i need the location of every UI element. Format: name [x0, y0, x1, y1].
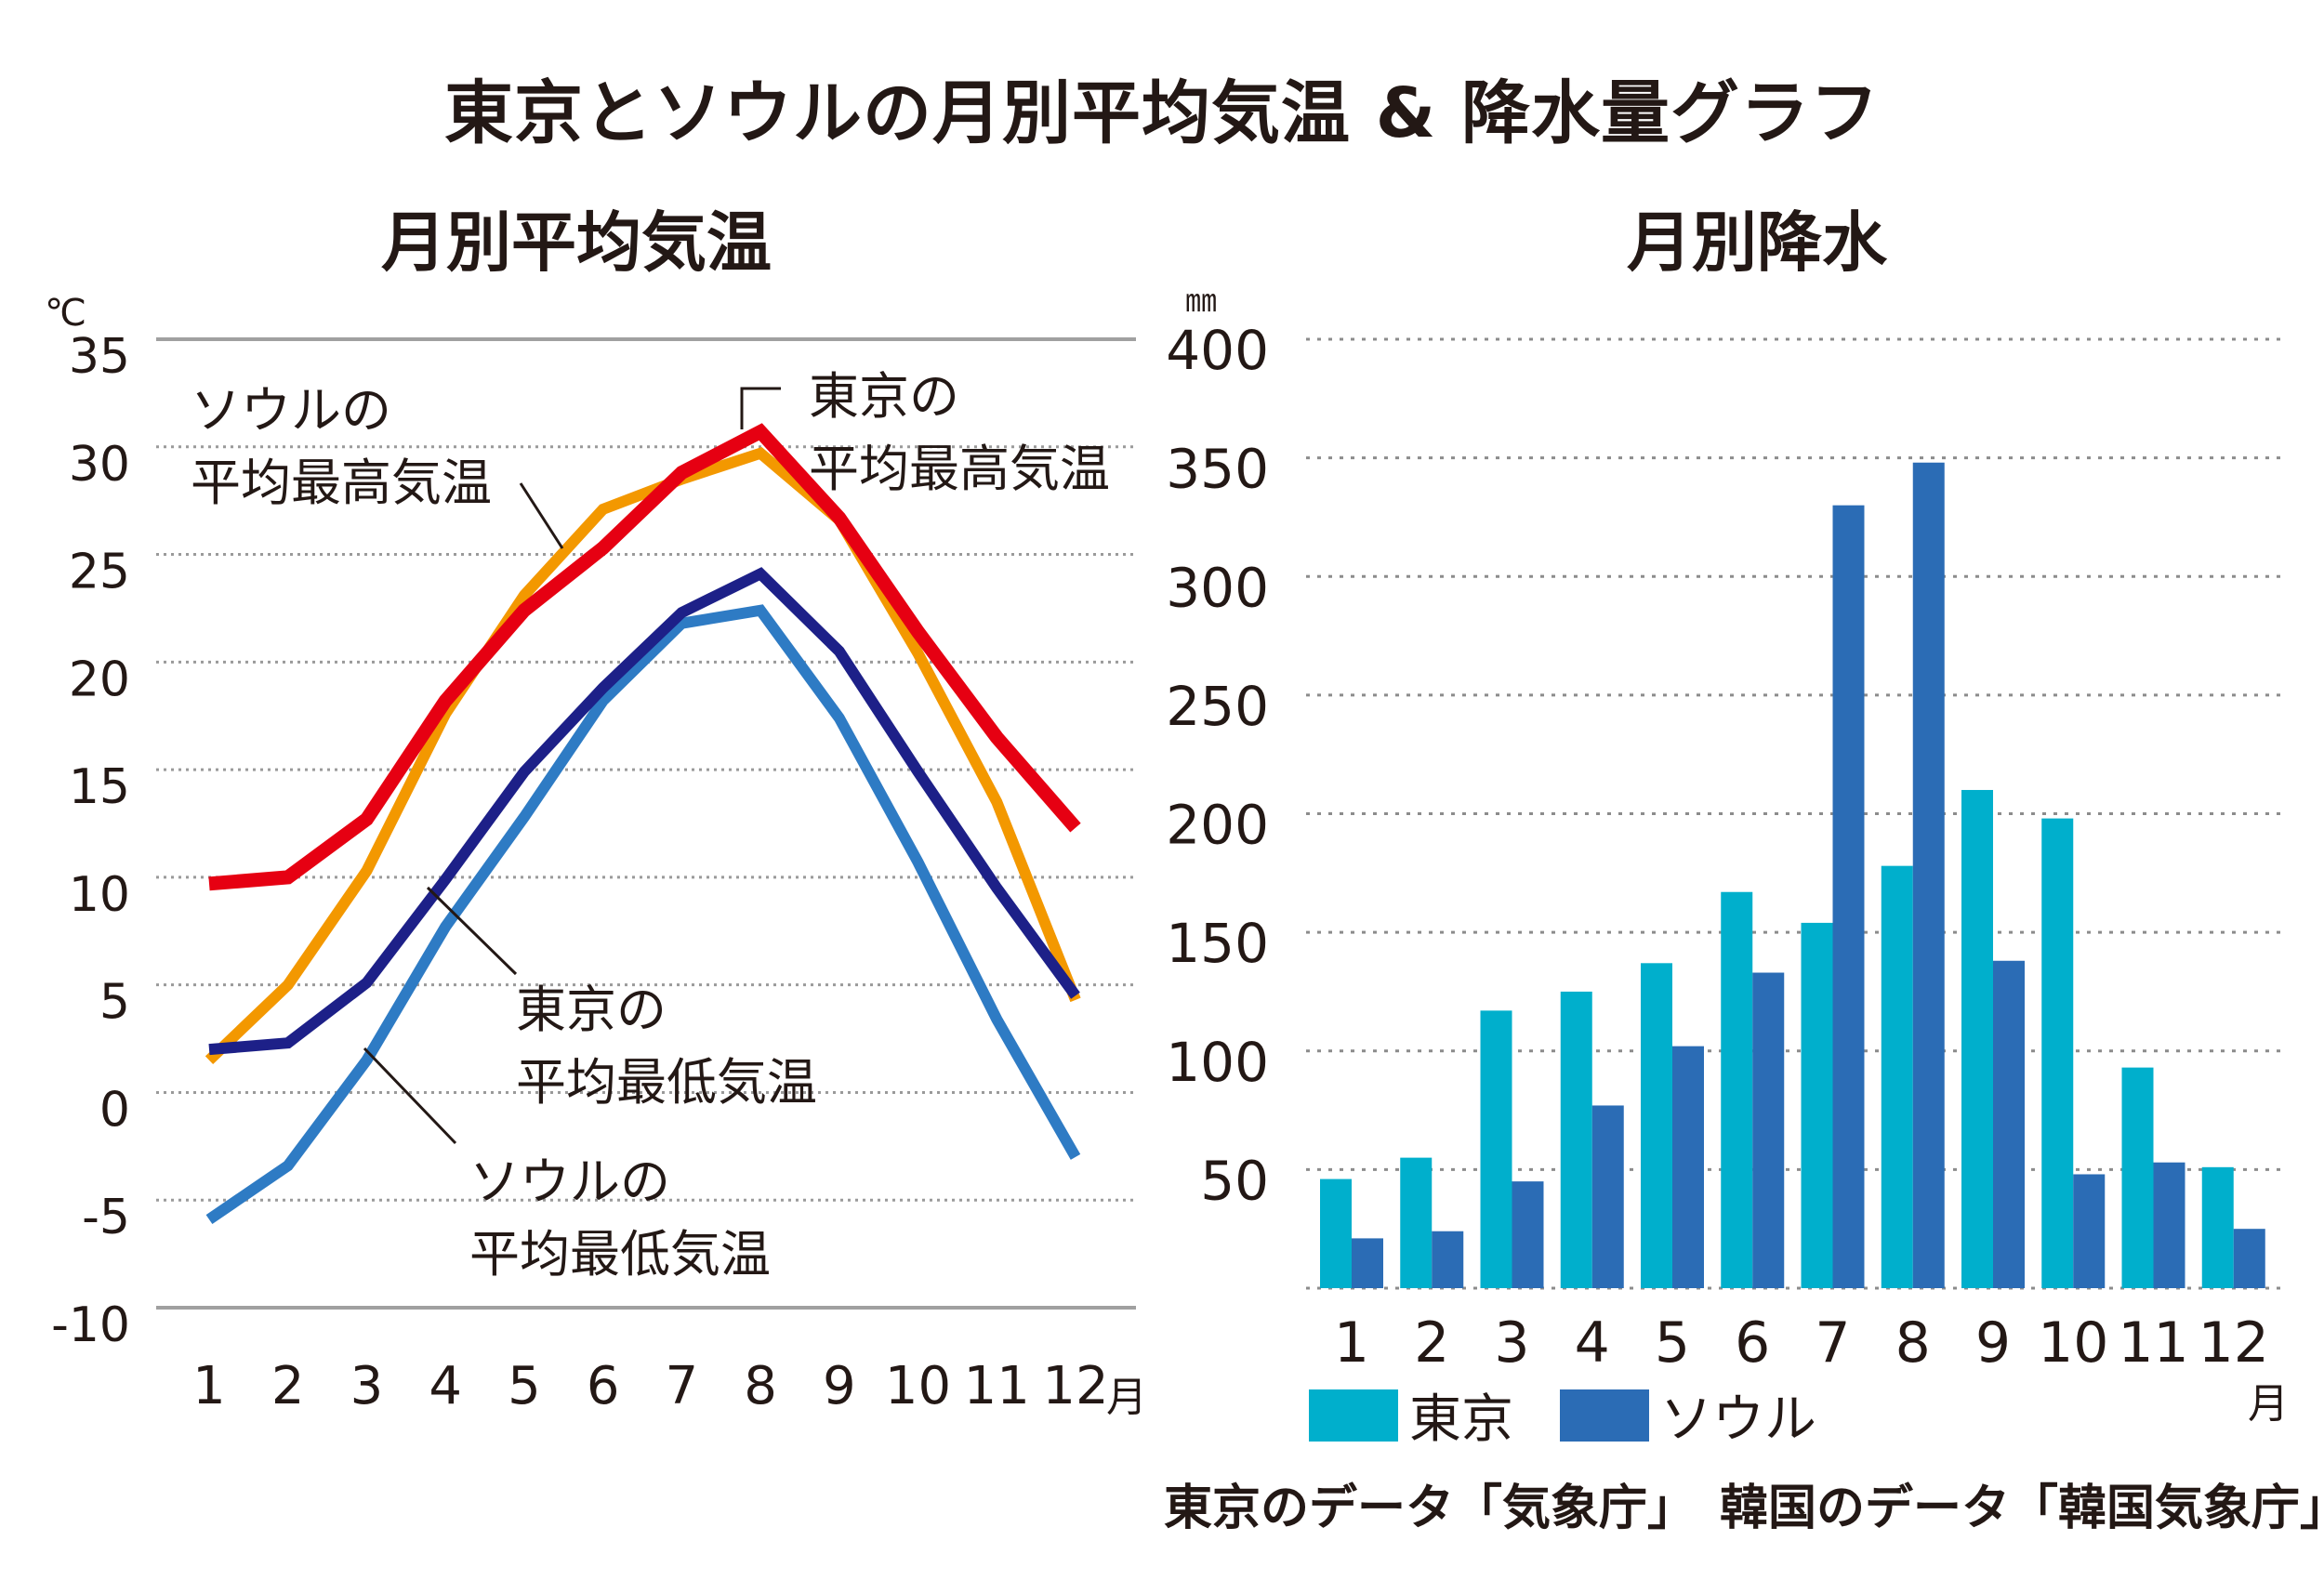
legend-label-seoul: ソウル — [1660, 1389, 1816, 1450]
temp-y-tick: 20 — [69, 652, 130, 707]
temp-series-label: ソウルの — [191, 381, 391, 440]
temp-series-label: 東京の — [809, 367, 959, 426]
rain-bar-tokyo — [1961, 789, 1993, 1288]
rain-bar-tokyo — [1721, 891, 1753, 1288]
temp-series-line — [208, 567, 1080, 1056]
temp-x-tick: 12 — [1042, 1356, 1108, 1416]
annotation-leader-line — [740, 387, 781, 429]
rain-x-tick: 1 — [1334, 1310, 1369, 1376]
rain-bar-seoul — [1672, 1046, 1704, 1288]
annotation-leader-line — [363, 1047, 457, 1145]
rain-bar-tokyo — [2121, 1067, 2154, 1288]
temp-series-label: 平均最高気温 — [191, 454, 492, 512]
rain-bar-tokyo — [1560, 991, 1592, 1288]
rain-x-tick: 8 — [1895, 1310, 1931, 1376]
temp-series-label: 平均最低気温 — [516, 1053, 817, 1112]
rain-bar-tokyo — [1320, 1178, 1352, 1288]
temp-y-tick: 10 — [69, 867, 130, 923]
source-note: 東京のデータ「気象庁」 韓国のデータ「韓国気象庁」 — [1164, 1481, 2324, 1536]
temp-y-tick: 30 — [69, 437, 130, 493]
rain-x-tick: 4 — [1575, 1310, 1610, 1376]
temp-x-tick: 9 — [823, 1356, 856, 1416]
rain-x-tick: 9 — [1975, 1310, 2011, 1376]
rain-bar-seoul — [1512, 1181, 1544, 1288]
temp-x-tick: 11 — [964, 1356, 1030, 1416]
rain-y-tick: 300 — [1166, 556, 1269, 619]
temp-series-label: 平均最高気温 — [809, 440, 1110, 498]
rain-x-tick: 6 — [1735, 1310, 1770, 1376]
rain-bar-tokyo — [1400, 1157, 1433, 1288]
temp-series-label: 東京の — [516, 981, 667, 1039]
legend-label-tokyo: 東京 — [1409, 1389, 1513, 1450]
rain-x-tick: 11 — [2118, 1310, 2188, 1376]
temp-x-tick: 7 — [666, 1356, 699, 1416]
rain-y-tick: 50 — [1200, 1149, 1269, 1212]
legend-swatch-tokyo — [1309, 1389, 1398, 1442]
temp-x-unit: 月 — [1106, 1374, 1147, 1421]
main-title: 東京とソウルの月別平均気温 & 降水量グラフ — [443, 73, 1881, 153]
temp-y-unit: ℃ — [45, 292, 86, 335]
rain-x-tick: 7 — [1815, 1310, 1850, 1376]
temp-y-tick: -10 — [51, 1297, 130, 1353]
rain-x-unit: 月 — [2248, 1380, 2289, 1428]
temp-y-tick: 15 — [69, 759, 130, 815]
temp-x-tick: 3 — [350, 1356, 384, 1416]
rain-bar-tokyo — [1801, 922, 1833, 1288]
rain-bar-seoul — [1832, 505, 1865, 1288]
rain-x-tick: 3 — [1494, 1310, 1529, 1376]
temp-series-label: 平均最低気温 — [469, 1225, 771, 1284]
rain-bar-tokyo — [2041, 818, 2074, 1288]
rain-y-tick: 200 — [1166, 794, 1269, 857]
rain-bar-seoul — [2153, 1162, 2185, 1288]
rain-bar-tokyo — [1881, 865, 1913, 1288]
rain-bar-tokyo — [2201, 1166, 2234, 1288]
rain-bar-seoul — [1912, 462, 1945, 1289]
rain-bar-seoul — [2073, 1174, 2106, 1288]
rain-x-tick: 10 — [2038, 1310, 2108, 1376]
rain-y-unit: ㎜ — [1185, 283, 1217, 320]
temp-y-tick: 25 — [69, 545, 130, 600]
temp-x-tick: 6 — [587, 1356, 620, 1416]
annotation-leader-line — [426, 886, 518, 976]
temp-y-tick: 5 — [99, 975, 130, 1031]
temp-series-line — [205, 446, 1081, 1065]
rain-y-tick: 250 — [1166, 675, 1269, 738]
rain-bar-seoul — [2233, 1229, 2265, 1288]
temp-series-line — [205, 604, 1081, 1225]
temp-y-tick: 0 — [99, 1082, 130, 1138]
temp-series-line — [208, 423, 1081, 891]
temp-x-tick: 5 — [508, 1356, 541, 1416]
annotation-leader-line — [519, 482, 564, 549]
rain-y-tick: 150 — [1166, 912, 1269, 975]
temp-x-tick: 4 — [429, 1356, 462, 1416]
rain-y-tick: 100 — [1166, 1031, 1269, 1094]
rain-bar-tokyo — [1641, 963, 1672, 1288]
rain-bar-seoul — [1752, 972, 1785, 1288]
rain-chart-title: 月別降水 — [1627, 204, 1887, 281]
rain-bar-seoul — [1352, 1238, 1383, 1288]
rain-bar-tokyo — [1480, 1010, 1512, 1288]
temp-y-tick: -5 — [82, 1190, 130, 1245]
temp-x-tick: 8 — [744, 1356, 777, 1416]
rain-bar-seoul — [1591, 1105, 1624, 1288]
rain-x-tick: 12 — [2199, 1310, 2269, 1376]
rain-legend: 東京 ソウル — [1309, 1377, 1816, 1453]
temp-chart-title: 月別平均気温 — [381, 204, 772, 281]
rain-y-tick: 350 — [1166, 438, 1269, 501]
rain-bar-seoul — [1993, 960, 2025, 1288]
rain-y-tick: 400 — [1166, 319, 1269, 382]
temp-x-tick: 1 — [192, 1356, 226, 1416]
rain-x-tick: 2 — [1414, 1310, 1449, 1376]
rain-bar-seoul — [1432, 1231, 1464, 1288]
legend-swatch-seoul — [1560, 1389, 1649, 1442]
temp-series-label: ソウルの — [469, 1152, 670, 1211]
temp-x-tick: 2 — [271, 1356, 305, 1416]
temp-y-tick: 35 — [69, 329, 130, 385]
rain-x-tick: 5 — [1655, 1310, 1690, 1376]
temp-x-tick: 10 — [885, 1356, 951, 1416]
